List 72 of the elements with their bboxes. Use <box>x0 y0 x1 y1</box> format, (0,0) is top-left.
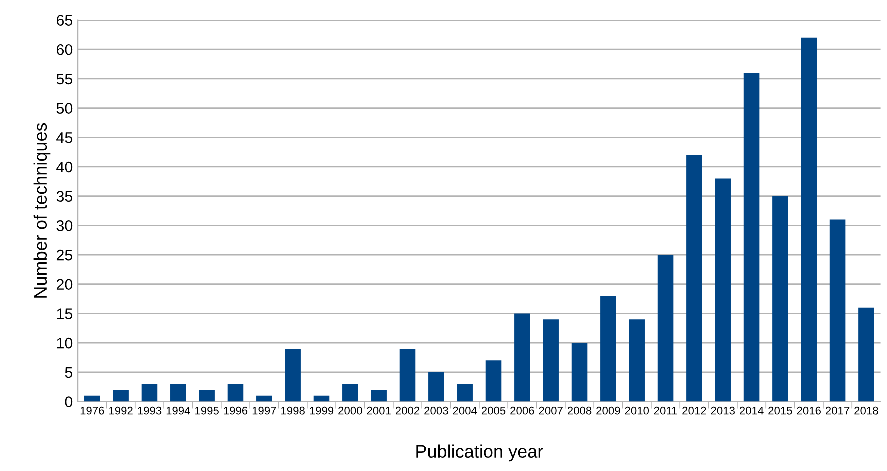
y-tick-label: 30 <box>56 220 73 232</box>
bar <box>314 396 330 402</box>
bar <box>228 384 244 402</box>
y-tick-label: 10 <box>57 338 73 349</box>
bar <box>84 396 100 402</box>
bar <box>744 73 760 402</box>
x-tick-label: 2002 <box>396 406 420 415</box>
x-tick-label: 2006 <box>510 406 534 415</box>
x-tick-label: 2009 <box>596 406 620 415</box>
bar <box>342 384 358 402</box>
bar <box>830 220 846 402</box>
bar <box>686 155 702 402</box>
bar <box>256 396 272 402</box>
bar <box>715 178 731 402</box>
bar <box>199 390 215 402</box>
bar <box>514 314 530 402</box>
x-tick-label: 2008 <box>568 406 592 415</box>
bar <box>486 360 502 402</box>
x-tick-label: 2015 <box>768 406 792 415</box>
bar <box>400 348 416 402</box>
x-tick-label: 2010 <box>625 406 650 415</box>
x-tick-label: 1994 <box>166 406 190 415</box>
x-tick-label: 1993 <box>138 406 162 415</box>
bar <box>285 348 301 402</box>
x-tick-label: 1997 <box>252 406 276 415</box>
y-tick-label: 60 <box>56 44 73 56</box>
bar <box>457 384 473 402</box>
y-tick-label: 35 <box>56 191 73 202</box>
bar <box>600 296 616 402</box>
y-tick-label: 0 <box>65 396 73 408</box>
bar <box>113 390 129 402</box>
bar <box>858 308 874 402</box>
y-tick-label: 5 <box>65 367 73 378</box>
bar <box>428 372 444 402</box>
bar <box>170 384 186 402</box>
bar <box>772 196 788 402</box>
x-tick-label: 2012 <box>682 406 706 415</box>
x-tick-label: 1992 <box>110 406 133 415</box>
x-tick-label: 1999 <box>310 406 334 415</box>
x-tick-label: 1996 <box>224 406 248 415</box>
x-tick-label: 2013 <box>711 406 735 415</box>
bar <box>801 38 817 402</box>
bar <box>142 384 158 402</box>
bar <box>371 390 387 402</box>
x-tick-label: 1976 <box>80 406 104 415</box>
y-tick-label: 65 <box>56 15 73 26</box>
bar <box>572 343 588 402</box>
y-tick-label: 55 <box>56 74 73 85</box>
bar <box>629 320 645 402</box>
x-axis-title: Publication year <box>416 444 544 462</box>
x-tick-label: 2001 <box>367 406 391 415</box>
bar <box>658 255 674 402</box>
x-tick-label: 2000 <box>338 406 362 415</box>
y-tick-label: 25 <box>56 250 73 261</box>
x-tick-label: 2018 <box>854 406 878 415</box>
y-tick-label: 50 <box>56 103 73 114</box>
x-tick-label: 2004 <box>453 406 478 415</box>
x-tick-label: 1998 <box>282 406 305 415</box>
x-tick-label: 2003 <box>424 406 448 415</box>
bar <box>543 320 559 402</box>
y-axis-title: Number of techniques <box>34 123 51 298</box>
y-tick-label: 40 <box>56 162 73 173</box>
y-tick-label: 45 <box>56 132 73 144</box>
x-tick-label: 2007 <box>539 406 563 415</box>
x-tick-label: 2014 <box>740 406 764 415</box>
x-tick-label: 2017 <box>826 406 850 415</box>
x-tick-label: 2011 <box>654 406 678 415</box>
y-tick-label: 15 <box>57 308 73 320</box>
x-tick-label: 2016 <box>797 406 821 415</box>
x-tick-label: 2005 <box>482 406 506 415</box>
y-tick-label: 20 <box>56 279 73 290</box>
x-tick-label: 1995 <box>196 406 219 415</box>
